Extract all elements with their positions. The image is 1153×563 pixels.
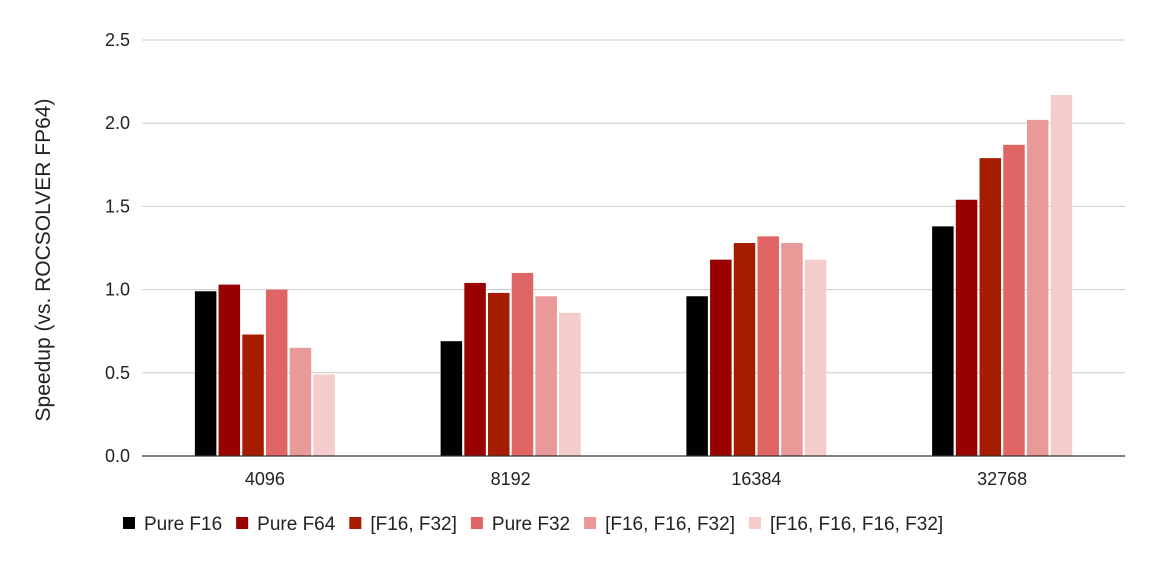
bar-f16-f16-f32-8192 — [535, 296, 557, 456]
y-tick-label: 0.5 — [105, 363, 130, 383]
y-tick-label: 1.5 — [105, 196, 130, 216]
bar-pure-f32-16384 — [757, 236, 779, 456]
bar-pure-f64-16384 — [710, 259, 732, 456]
legend-label: [F16, F16, F32] — [605, 514, 735, 535]
y-tick-label: 0.0 — [105, 446, 130, 466]
legend-swatch — [748, 517, 761, 529]
bar-f16-f16-f32-16384 — [781, 243, 803, 456]
bar-f16-f32-16384 — [733, 243, 756, 456]
bar-f16-f16-f32-4096 — [289, 347, 312, 456]
legend-label: Pure F32 — [492, 514, 570, 535]
bars — [194, 94, 1073, 457]
bar-pure-f16-8192 — [440, 341, 463, 456]
bar-pure-f16-16384 — [686, 296, 708, 456]
legend-swatch — [470, 517, 483, 529]
legend-label: Pure F64 — [257, 514, 336, 535]
bar-f16-f16-f16-f32-4096 — [313, 374, 335, 456]
legend-item: [F16, F32] — [349, 514, 457, 535]
bar-pure-f16-4096 — [194, 291, 217, 456]
gridlines — [142, 39, 1125, 374]
y-axis-title: Speedup (vs. ROCSOLVER FP64) — [32, 99, 55, 422]
bar-f16-f32-4096 — [242, 334, 264, 456]
bar-f16-f16-f16-f32-8192 — [559, 312, 581, 456]
bar-pure-f64-8192 — [464, 282, 486, 456]
legend-swatch — [236, 517, 249, 529]
x-tick-label: 32768 — [977, 469, 1027, 489]
bar-pure-f32-4096 — [265, 289, 288, 456]
bar-pure-f32-8192 — [511, 272, 534, 456]
legend-swatch — [584, 517, 597, 529]
bar-pure-f16-32768 — [932, 226, 954, 456]
bar-f16-f32-8192 — [488, 292, 510, 456]
legend-item: [F16, F16, F16, F32] — [748, 514, 943, 535]
bar-pure-f64-4096 — [218, 284, 241, 456]
legend-item: Pure F16 — [123, 514, 222, 535]
y-tick-label: 2.0 — [105, 113, 130, 133]
x-tick-label: 4096 — [245, 469, 285, 489]
bar-f16-f16-f16-f32-16384 — [804, 259, 827, 456]
legend-item: Pure F64 — [236, 514, 336, 535]
bar-f16-f16-f32-32768 — [1026, 119, 1049, 456]
x-axis-ticks: 4096 8192 16384 32768 — [245, 469, 1027, 489]
x-tick-label: 8192 — [491, 469, 531, 489]
bar-f16-f32-32768 — [979, 158, 1002, 457]
legend: Pure F16 Pure F64 [F16, F32] Pure F32 [F16, … — [123, 514, 943, 535]
x-tick-label: 16384 — [731, 469, 781, 489]
legend-item: [F16, F16, F32] — [584, 514, 735, 535]
legend-label: [F16, F32] — [370, 514, 457, 535]
y-axis-ticks: 0.0 0.5 1.0 1.5 2.0 2.5 — [105, 30, 130, 466]
legend-label: Pure F16 — [144, 514, 222, 535]
y-tick-label: 1.0 — [105, 280, 130, 300]
y-tick-label: 2.5 — [105, 30, 130, 50]
legend-swatch — [123, 517, 135, 529]
legend-swatch — [349, 517, 362, 529]
bar-pure-f64-32768 — [955, 199, 978, 456]
bar-pure-f32-32768 — [1003, 144, 1025, 456]
legend-item: Pure F32 — [470, 514, 570, 535]
bar-f16-f16-f16-f32-32768 — [1050, 94, 1073, 457]
legend-label: [F16, F16, F16, F32] — [770, 514, 943, 535]
